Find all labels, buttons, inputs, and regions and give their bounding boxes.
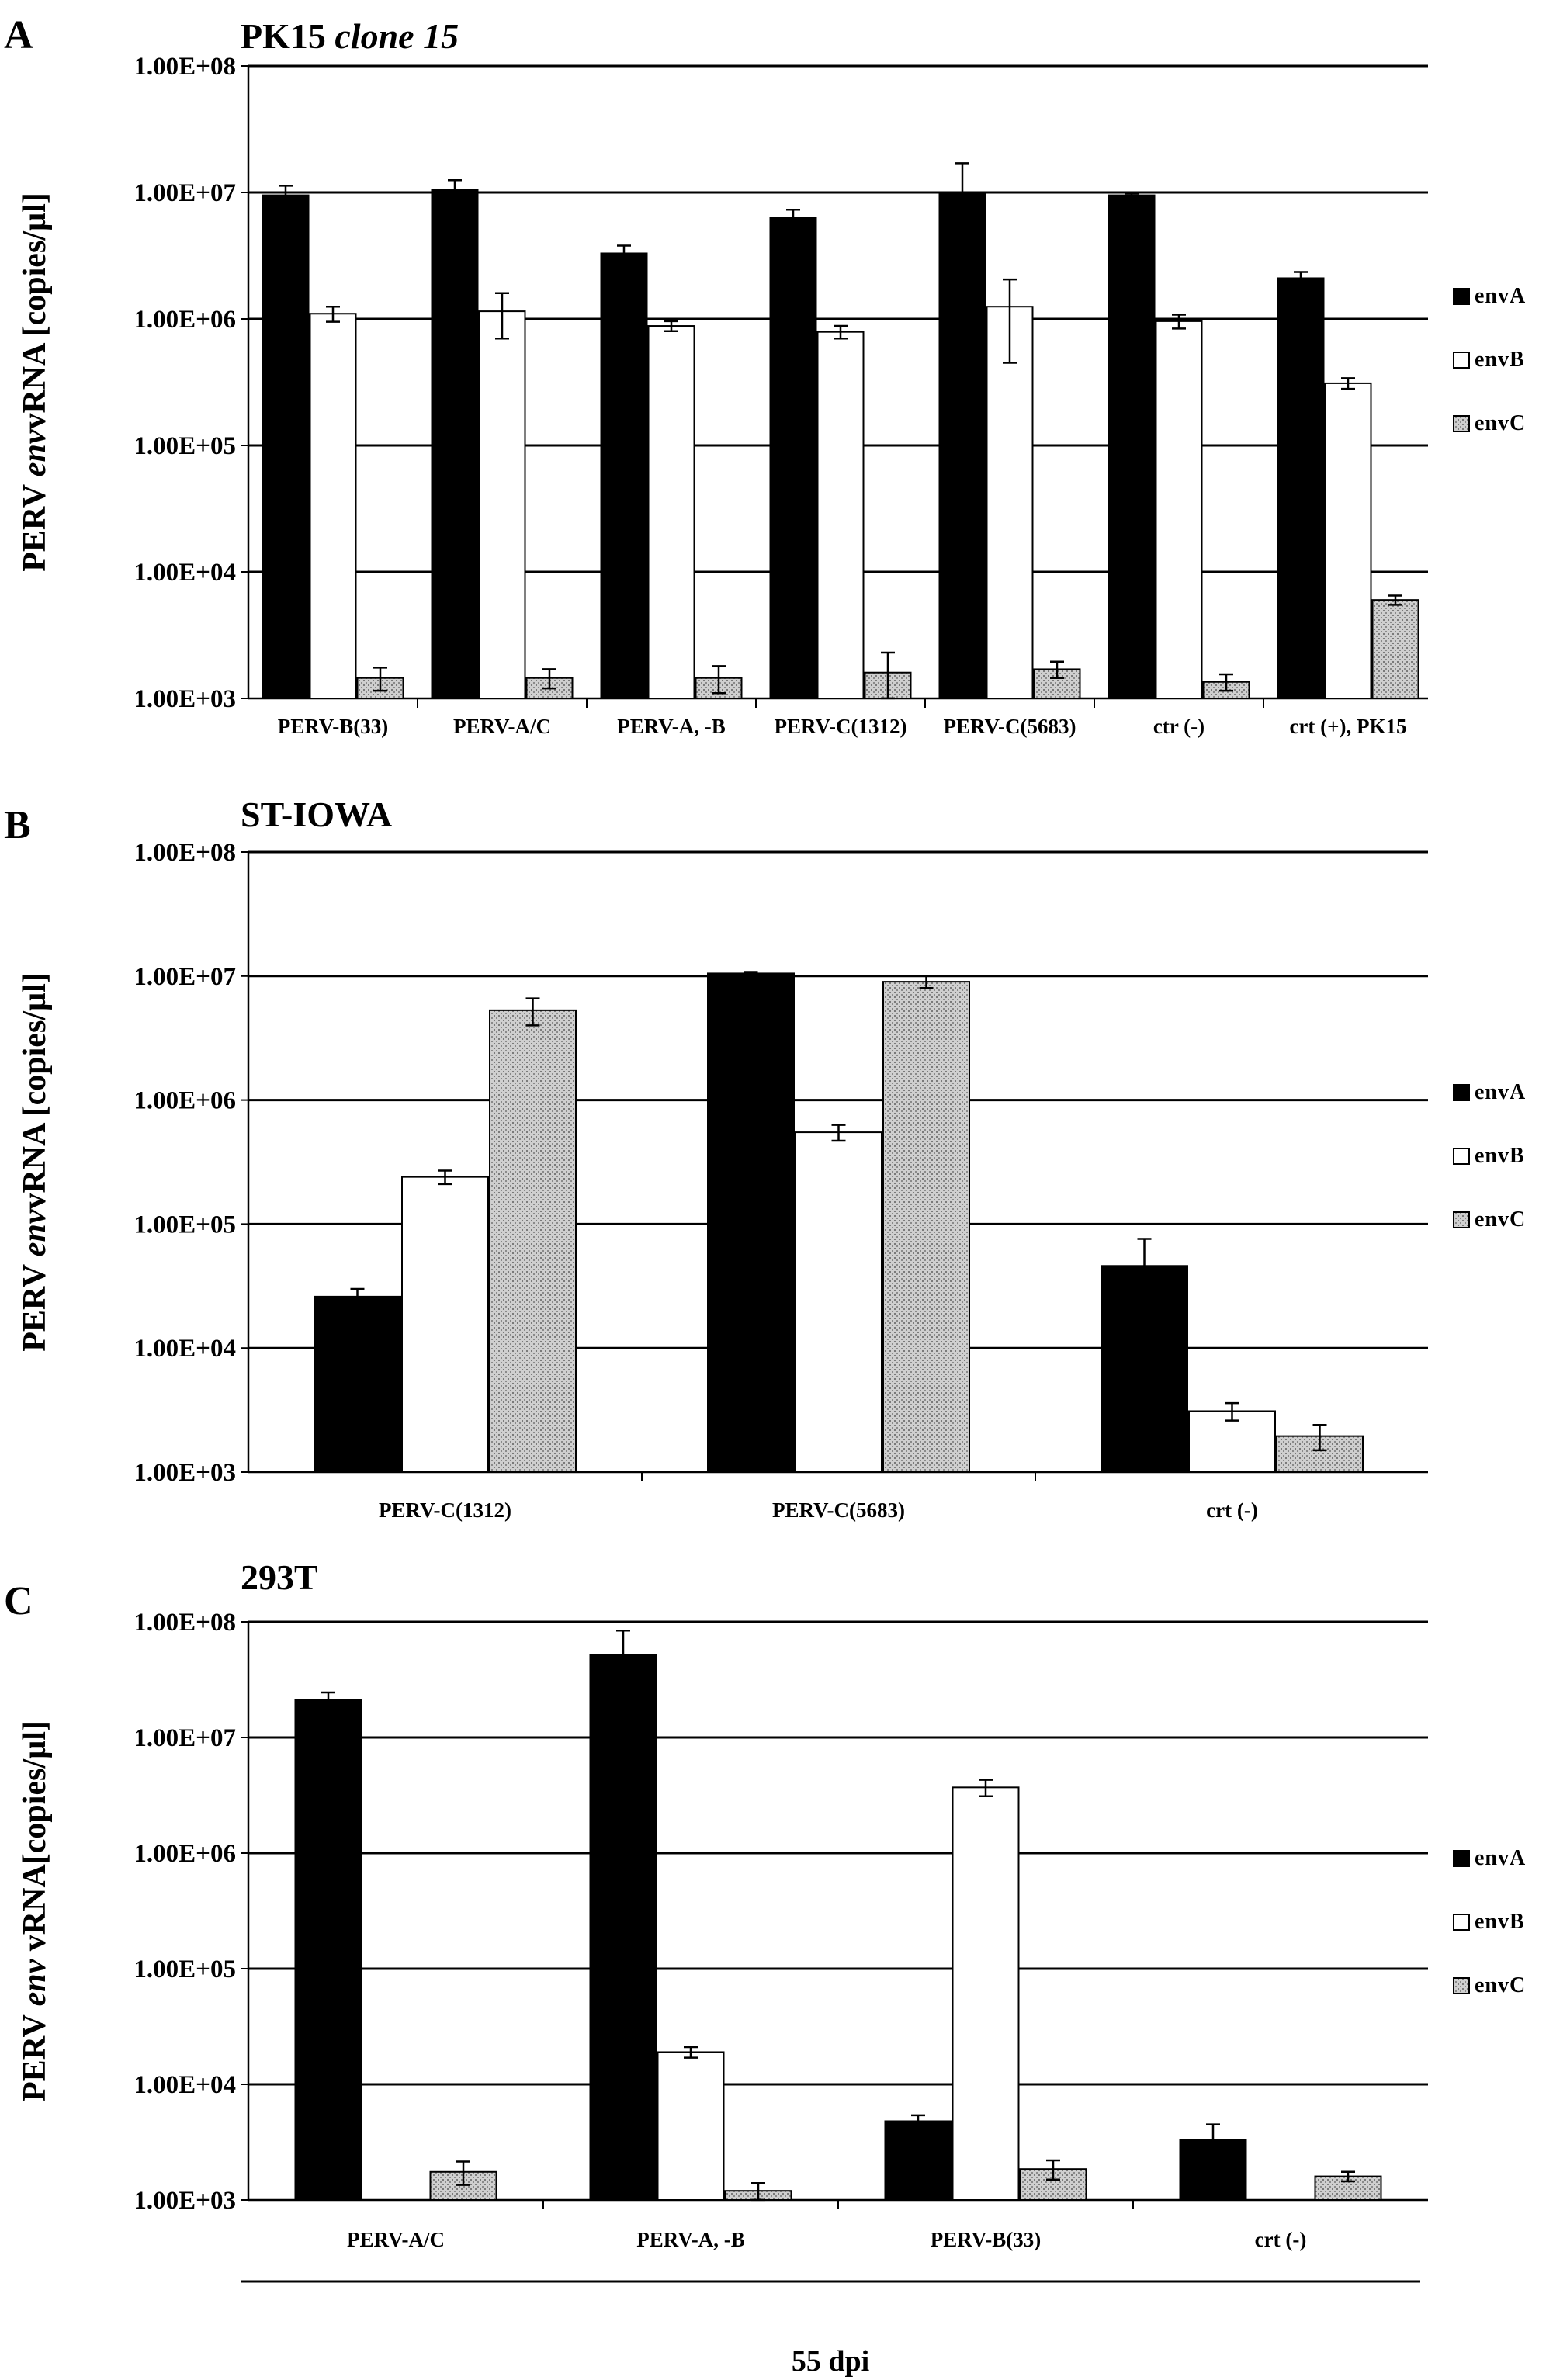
legend-label: envB: [1475, 1910, 1525, 1934]
bar-envB: [952, 1786, 1020, 2201]
bar-envA: [1108, 194, 1156, 700]
category-label: PERV-C(1312): [379, 1498, 511, 1522]
x-axis-footer: 55 dpi: [241, 2280, 1420, 2378]
bar-envC: [882, 981, 970, 1473]
legend-label: envA: [1475, 1846, 1526, 1870]
category-label: PERV-C(5683): [943, 715, 1076, 738]
panel-letter: B: [4, 803, 31, 847]
bar-envA: [314, 1295, 401, 1473]
category-label: crt (-): [1206, 1498, 1258, 1522]
category-label: PERV-C(1312): [774, 715, 906, 738]
y-tick-label: 1.00E+07: [133, 1724, 236, 1752]
legend-swatch-envA: [1453, 1850, 1470, 1867]
legend-swatch-envC: [1453, 1977, 1470, 1994]
bar-envA: [1277, 277, 1325, 699]
category-label: crt (+), PK15: [1289, 715, 1406, 738]
y-tick-label: 1.00E+05: [133, 432, 236, 460]
category-label: PERV-B(33): [278, 715, 389, 738]
bar-envB: [647, 325, 695, 699]
chart-panel-c: C 293T 1.00E+03 1.00E+04 1.00E+05 1.00E+06 1.0…: [4, 1557, 1526, 2251]
legend-swatch-envA: [1453, 288, 1470, 305]
legend-label: envC: [1475, 1973, 1526, 1997]
legend-label: envA: [1475, 284, 1526, 308]
y-axis-label: PERV env vRNA[copies/µl]: [17, 1720, 53, 2101]
category-label: PERV-A, -B: [617, 715, 726, 738]
category-label: PERV-B(33): [931, 2228, 1042, 2251]
y-tick-label: 1.00E+05: [133, 1211, 236, 1239]
y-tick-label: 1.00E+07: [133, 963, 236, 991]
y-tick-label: 1.00E+08: [133, 1609, 236, 1637]
y-tick-label: 1.00E+05: [133, 1956, 236, 1983]
y-axis-label: PERV envvRNA [copies/µl]: [17, 192, 53, 572]
panel-title: PK15 clone 15: [241, 16, 459, 56]
category-label: crt (-): [1255, 2228, 1307, 2251]
y-tick-label: 1.00E+06: [133, 1840, 236, 1868]
bar-envC: [489, 1009, 577, 1473]
bar-envA: [600, 252, 648, 699]
chart-panel-a: A PK15 clone 15 1.00E+03 1.00E+04 1.00E+05 1.…: [4, 13, 1526, 738]
category-label: ctr (-): [1153, 715, 1205, 738]
bar-envA: [769, 217, 817, 699]
y-tick-label: 1.00E+03: [133, 1459, 236, 1487]
bar-envA: [294, 1699, 362, 2201]
bar-envB: [401, 1176, 489, 1473]
panel-title: ST-IOWA: [241, 795, 392, 834]
panel-letter: A: [4, 13, 33, 57]
bar-envB: [1155, 320, 1203, 699]
legend-swatch-envA: [1453, 1084, 1470, 1101]
category-label: PERV-A/C: [453, 715, 551, 738]
legend-swatch-envB: [1453, 1914, 1470, 1931]
bar-envB: [478, 310, 526, 699]
bar-envA: [707, 972, 795, 1473]
legend-swatch-envC: [1453, 415, 1470, 432]
bar-envC: [1371, 599, 1419, 699]
legend-swatch-envB: [1453, 1148, 1470, 1165]
bar-envB: [795, 1131, 882, 1474]
legend-label: envA: [1475, 1080, 1526, 1104]
y-tick-label: 1.00E+07: [133, 179, 236, 207]
y-tick-label: 1.00E+08: [133, 839, 236, 867]
panel-letter: C: [4, 1579, 33, 1623]
legend-label: envC: [1475, 411, 1526, 435]
legend-swatch-envB: [1453, 352, 1470, 369]
bar-envA: [938, 192, 986, 699]
legend-label: envB: [1475, 1144, 1525, 1168]
chart-panel-b: B ST-IOWA 1.00E+03 1.00E+04 1.00E+05 1.00E+06…: [4, 795, 1526, 1522]
y-tick-label: 1.00E+04: [133, 2071, 236, 2099]
legend-swatch-envC: [1453, 1211, 1470, 1228]
bar-envB: [309, 313, 357, 699]
bar-envA: [589, 1654, 657, 2201]
category-label: PERV-A/C: [347, 2228, 445, 2251]
footer-xlabel: 55 dpi: [792, 2345, 869, 2378]
legend-label: envC: [1475, 1207, 1526, 1232]
legend-label: envB: [1475, 348, 1525, 372]
y-tick-label: 1.00E+06: [133, 1087, 236, 1115]
category-label: PERV-A, -B: [636, 2228, 745, 2251]
y-tick-label: 1.00E+04: [133, 559, 236, 587]
panel-title: 293T: [241, 1557, 318, 1597]
y-axis-label: PERV envvRNA [copies/µl]: [17, 972, 53, 1352]
y-tick-label: 1.00E+03: [133, 685, 236, 713]
bar-envB: [1324, 382, 1372, 699]
bar-envA: [884, 2120, 952, 2202]
bar-envB: [986, 306, 1034, 699]
bar-envA: [431, 189, 479, 699]
y-tick-label: 1.00E+06: [133, 306, 236, 334]
y-tick-label: 1.00E+08: [133, 53, 236, 81]
bar-envA: [262, 194, 310, 700]
bar-envB: [816, 331, 865, 699]
y-tick-label: 1.00E+04: [133, 1335, 236, 1363]
category-label: PERV-C(5683): [772, 1498, 905, 1522]
y-tick-label: 1.00E+03: [133, 2187, 236, 2215]
bar-envB: [657, 2051, 725, 2202]
